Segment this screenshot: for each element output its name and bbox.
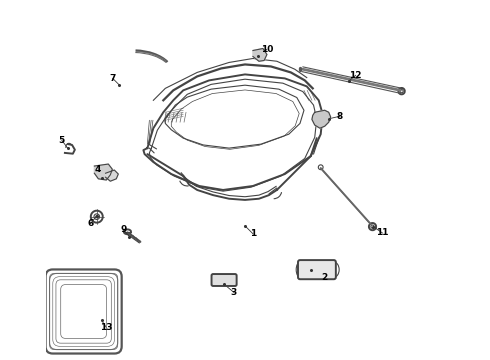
Polygon shape xyxy=(105,170,118,181)
Text: 5: 5 xyxy=(59,136,65,145)
Text: 8: 8 xyxy=(337,112,343,121)
FancyBboxPatch shape xyxy=(212,274,237,286)
FancyBboxPatch shape xyxy=(298,260,336,279)
Text: 3: 3 xyxy=(231,288,237,297)
Polygon shape xyxy=(253,49,267,61)
Text: 10: 10 xyxy=(261,45,273,54)
Polygon shape xyxy=(312,110,331,128)
Text: 11: 11 xyxy=(376,229,389,238)
Text: 12: 12 xyxy=(349,71,362,80)
Text: 6: 6 xyxy=(87,219,94,228)
Text: 4: 4 xyxy=(95,165,101,174)
Text: 7: 7 xyxy=(110,74,116,83)
Text: 9: 9 xyxy=(120,225,126,234)
Polygon shape xyxy=(95,164,112,180)
Text: 1: 1 xyxy=(250,229,256,238)
Text: 13: 13 xyxy=(100,323,113,332)
Text: 2: 2 xyxy=(321,273,328,282)
